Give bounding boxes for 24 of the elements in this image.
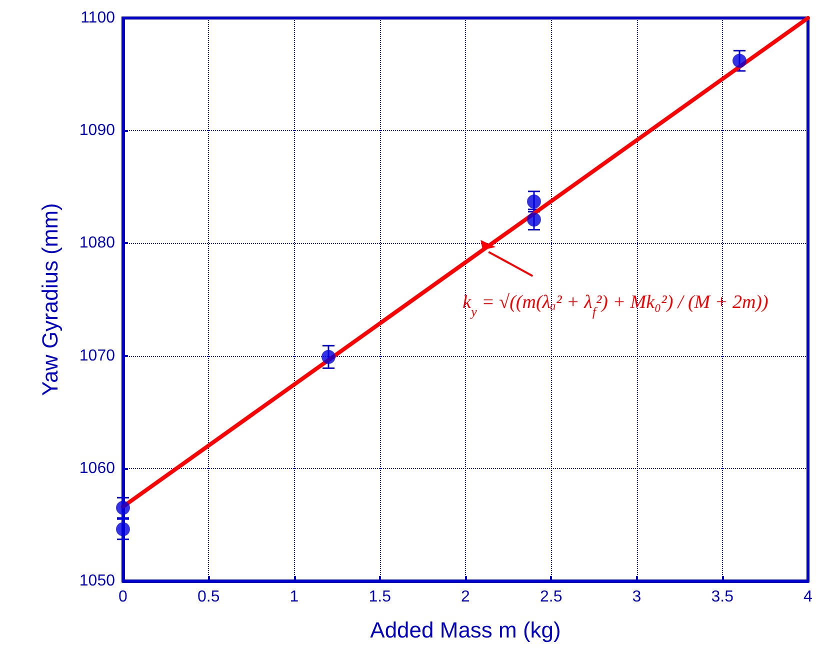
y-tick-label: 1100	[80, 10, 116, 26]
point	[732, 54, 746, 68]
x-tick-label: 3	[632, 588, 642, 606]
x-axis-title: Added Mass m (kg)	[370, 618, 561, 642]
x-tick-label: 0.5	[198, 588, 220, 606]
x-tick-label: 3.5	[711, 588, 734, 606]
point	[116, 522, 130, 536]
point	[527, 194, 541, 209]
y-tick-label: 1090	[79, 122, 116, 140]
x-tick-label: 0	[118, 588, 128, 606]
point	[116, 500, 130, 515]
point	[322, 350, 336, 364]
x-tick-label: 1.5	[368, 588, 392, 606]
annotation: k$_{y}$ = √((m(λₐ² + λ$_{f}$²) + Mk₀²) / (M + 2m))	[462, 292, 768, 318]
point	[527, 212, 541, 227]
y-tick-label: 1080	[79, 234, 116, 252]
y-axis-title: Yaw Gyradius (mm)	[38, 203, 62, 396]
y-tick-label: 1050	[79, 572, 116, 590]
x-tick-label: 2.5	[540, 588, 562, 606]
x-tick-label: 1	[290, 588, 299, 606]
y-tick-label: 1060	[79, 460, 116, 477]
x-tick-label: 4	[804, 588, 813, 606]
x-tick-label: 2	[461, 588, 470, 606]
y-tick-label: 1070	[79, 347, 116, 364]
